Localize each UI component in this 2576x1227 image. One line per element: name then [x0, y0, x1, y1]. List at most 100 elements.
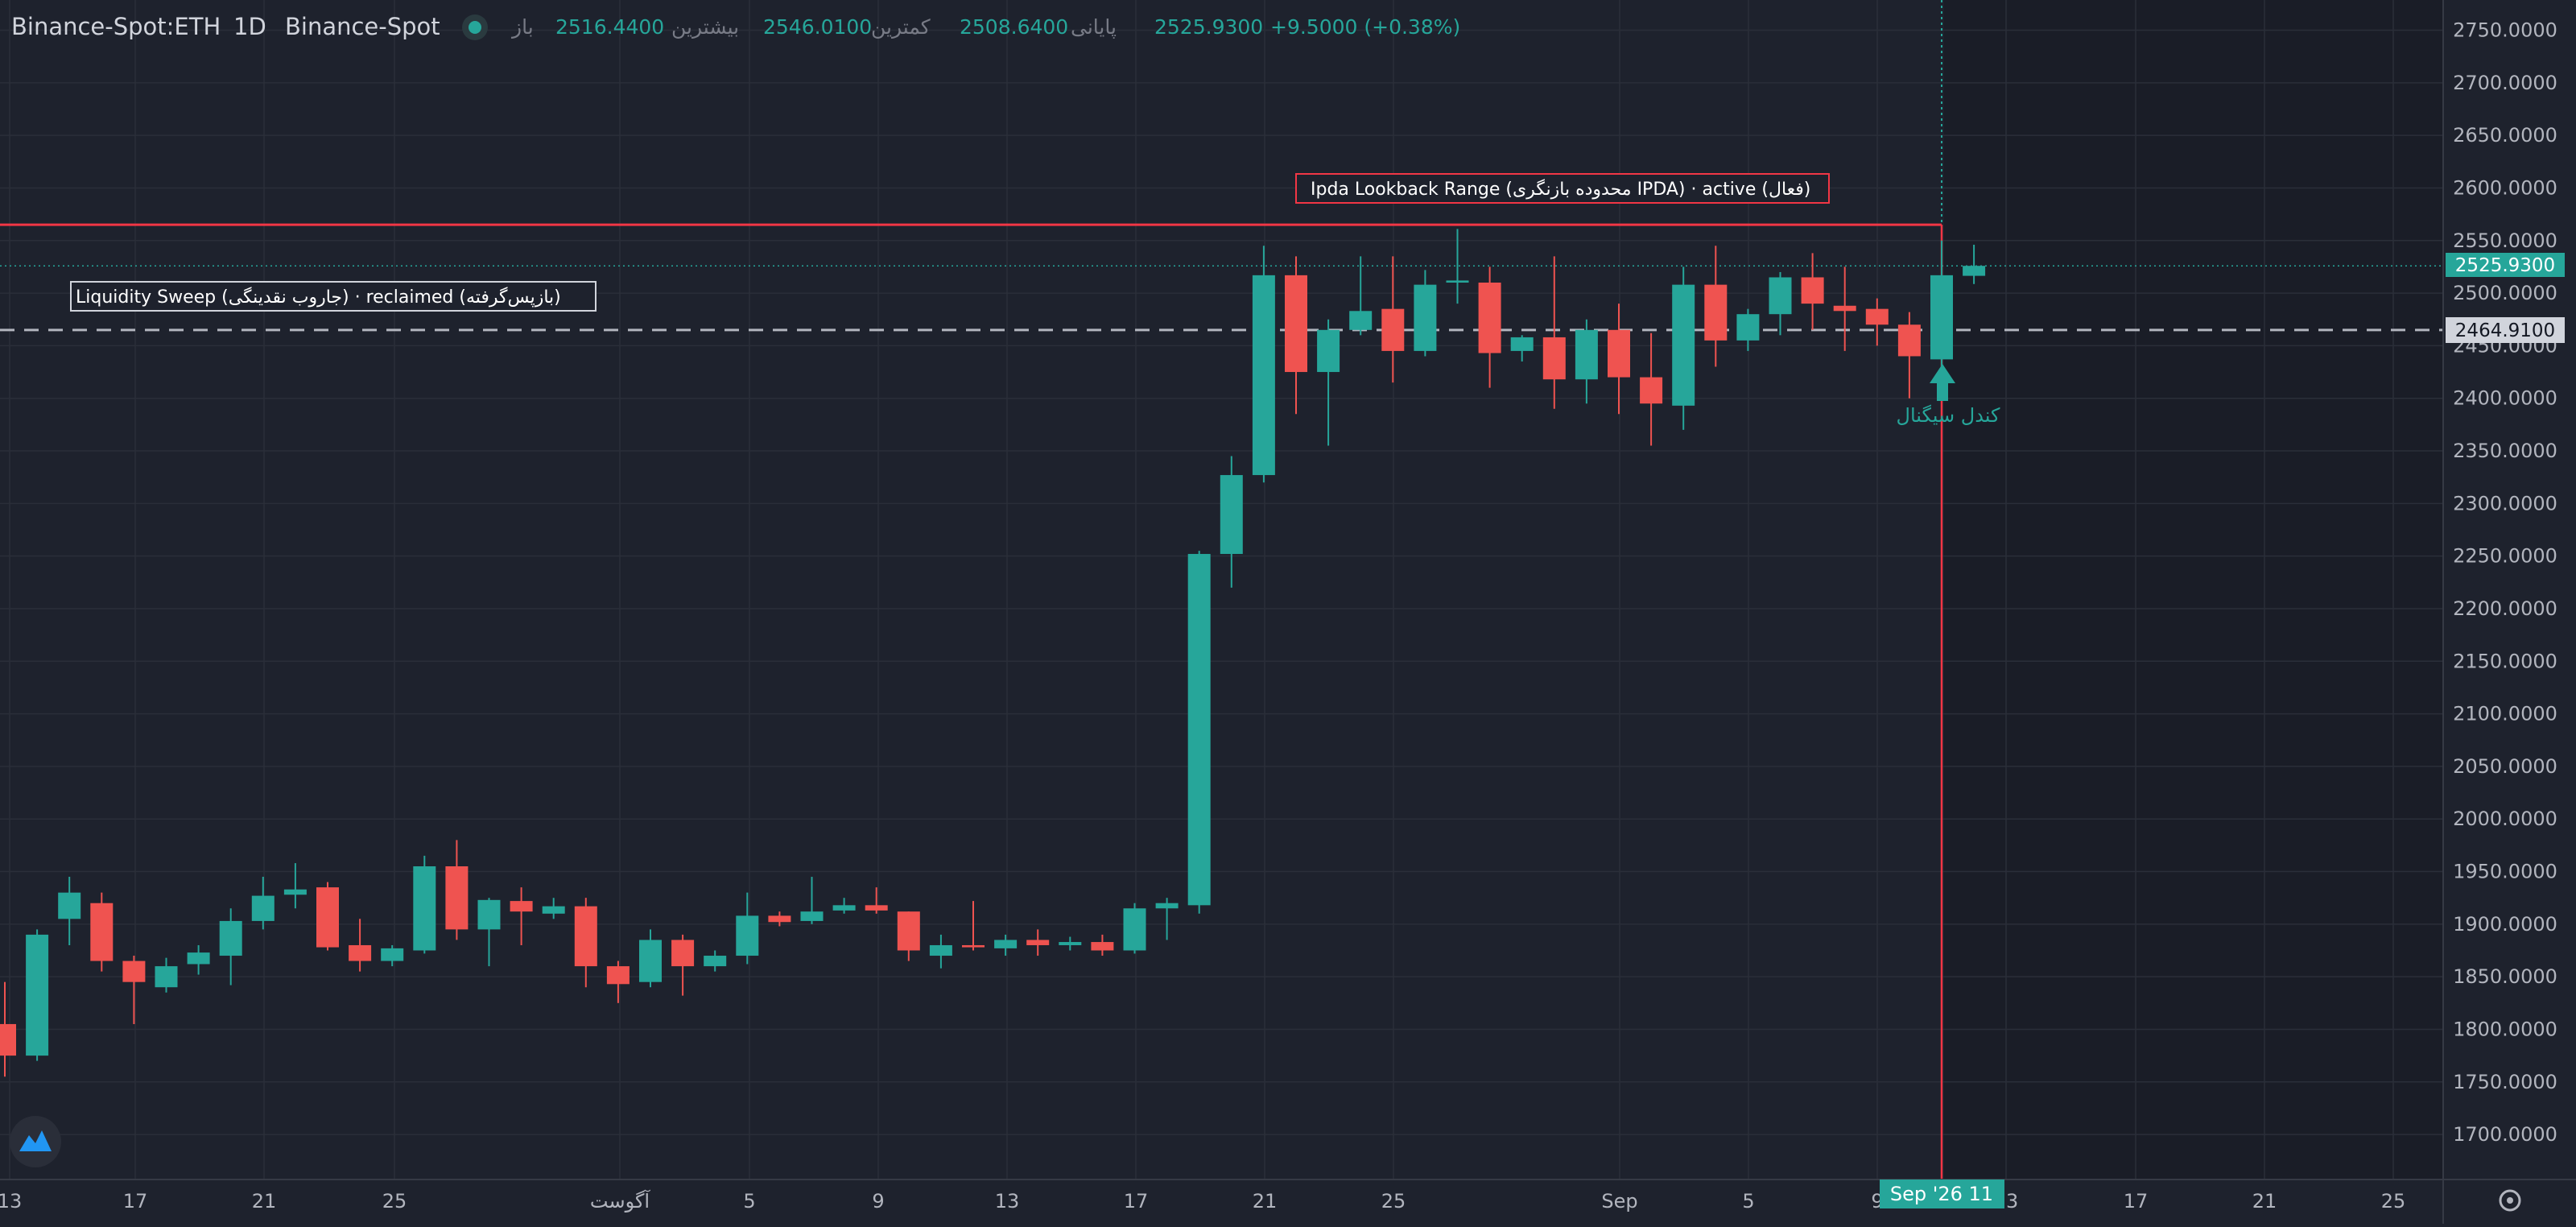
candle-body — [1930, 275, 1953, 360]
candle-body — [897, 911, 920, 951]
grid — [0, 0, 2443, 1179]
y-tick-label: 2350.0000 — [2453, 440, 2557, 462]
candle-body — [155, 966, 178, 988]
y-tick-label: 2200.0000 — [2453, 597, 2557, 620]
change-value: +9.5000 (+0.38%) — [1270, 15, 1460, 39]
candle-body — [736, 915, 759, 956]
candle-body — [1059, 942, 1082, 945]
x-tick-label: 5 — [743, 1190, 755, 1213]
candle-body — [1478, 283, 1501, 353]
candle-body — [1542, 337, 1566, 380]
candle-body — [639, 940, 662, 982]
candle-body — [413, 866, 436, 951]
candle-body — [1252, 275, 1275, 476]
candle-body — [58, 892, 81, 919]
low-value: 2508.6400 — [960, 15, 1068, 39]
candles — [0, 229, 1986, 1077]
x-tick-label: Sep — [1601, 1190, 1637, 1213]
y-tick-label: 2700.0000 — [2453, 72, 2557, 94]
candle-body — [1123, 908, 1146, 951]
candle-body — [606, 966, 630, 985]
open-label: باز — [510, 15, 534, 39]
candle-body — [1801, 277, 1824, 304]
x-tick-label: 25 — [382, 1190, 407, 1213]
y-tick-label: 1900.0000 — [2453, 913, 2557, 936]
x-tick-label: 17 — [2124, 1190, 2149, 1213]
interval-label[interactable]: 1D — [233, 13, 266, 40]
settings-gear-icon[interactable] — [2499, 1189, 2521, 1212]
candle-body — [90, 903, 114, 961]
candle-body — [381, 948, 404, 961]
candle-body — [929, 944, 952, 956]
y-tick-label: 2150.0000 — [2453, 650, 2557, 672]
candle-body — [1026, 940, 1050, 945]
candle-body — [1381, 308, 1405, 351]
candle-body — [1349, 311, 1373, 330]
y-tick-label: 2000.0000 — [2453, 808, 2557, 830]
y-tick-label: 2500.0000 — [2453, 282, 2557, 304]
candle-body — [865, 905, 888, 911]
sweep-annotation-text: Liquidity Sweep (جاروب نقدینگی) · reclai… — [76, 287, 561, 308]
candle-body — [1446, 280, 1469, 283]
candle-body — [26, 934, 49, 1056]
y-tick-label: 2300.0000 — [2453, 492, 2557, 514]
x-tick-label: 25 — [2381, 1190, 2406, 1213]
y-tick-label: 1950.0000 — [2453, 861, 2557, 883]
x-tick-label: 13 — [995, 1190, 1020, 1213]
close-label: پایانی — [1071, 15, 1117, 39]
candle-body — [283, 889, 307, 895]
ipda-annotation[interactable]: Ipda Lookback Range (محدوده بازنگری IPDA… — [1295, 173, 1830, 204]
candle-body — [1187, 554, 1211, 906]
candle-body — [1575, 329, 1598, 380]
candle-body — [574, 906, 597, 967]
candle-body — [768, 915, 791, 923]
candle-body — [445, 866, 469, 930]
candle-body — [1414, 284, 1437, 351]
candle-body — [994, 940, 1018, 948]
x-tick-label: آگوست — [590, 1189, 651, 1213]
candle-body — [316, 887, 339, 948]
tradingview-logo-icon[interactable] — [10, 1116, 61, 1167]
x-tick-label: 5 — [1742, 1190, 1754, 1213]
candle-body — [1317, 329, 1340, 373]
candle-body — [477, 899, 501, 930]
x-tick-label: 13 — [0, 1190, 22, 1213]
signal-label: کندل سیگنال — [1897, 404, 2001, 427]
y-tick-label: 2050.0000 — [2453, 755, 2557, 778]
candle-body — [1736, 314, 1760, 341]
y-tick-label: 1850.0000 — [2453, 965, 2557, 988]
candle-body — [1285, 275, 1307, 373]
ohlc-values: باز 2516.4400 بیشترین 2546.0100 کمترین 2… — [510, 15, 1460, 39]
up-arrow-icon — [1930, 364, 1955, 401]
x-tick-label: 21 — [1253, 1190, 1278, 1213]
y-tick-label: 2400.0000 — [2453, 387, 2557, 410]
candle-body — [704, 956, 727, 967]
candle-body — [510, 901, 533, 912]
ipda-annotation-text: Ipda Lookback Range (محدوده بازنگری IPDA… — [1311, 179, 1810, 200]
candle-body — [1091, 942, 1114, 951]
exchange-label: Binance-Spot — [285, 13, 440, 40]
y-tick-label: 1750.0000 — [2453, 1071, 2557, 1093]
candle-body — [187, 952, 210, 965]
chart-header: Binance-Spot:ETH 1D Binance-Spot باز 251… — [11, 13, 1460, 40]
candle-body — [1220, 475, 1243, 555]
sweep-annotation[interactable]: Liquidity Sweep (جاروب نقدینگی) · reclai… — [70, 281, 597, 312]
x-tick-label: 21 — [252, 1190, 277, 1213]
candle-body — [962, 944, 985, 948]
candle-body — [1608, 329, 1630, 378]
y-tick-label: 2550.0000 — [2453, 229, 2557, 252]
candle-body — [349, 944, 372, 961]
level-price-tag-text: 2464.9100 — [2455, 320, 2555, 341]
candle-body — [1865, 308, 1889, 325]
candle-body — [1510, 337, 1534, 351]
y-tick-label: 1700.0000 — [2453, 1123, 2557, 1146]
candle-body — [1640, 377, 1663, 404]
symbol-title[interactable]: Binance-Spot:ETH — [11, 13, 221, 40]
candle-body — [251, 895, 275, 921]
candle-body — [1704, 284, 1728, 341]
candle-body — [0, 1023, 16, 1056]
crosshair-time-tag: Sep '26 11 — [1880, 1179, 2004, 1208]
